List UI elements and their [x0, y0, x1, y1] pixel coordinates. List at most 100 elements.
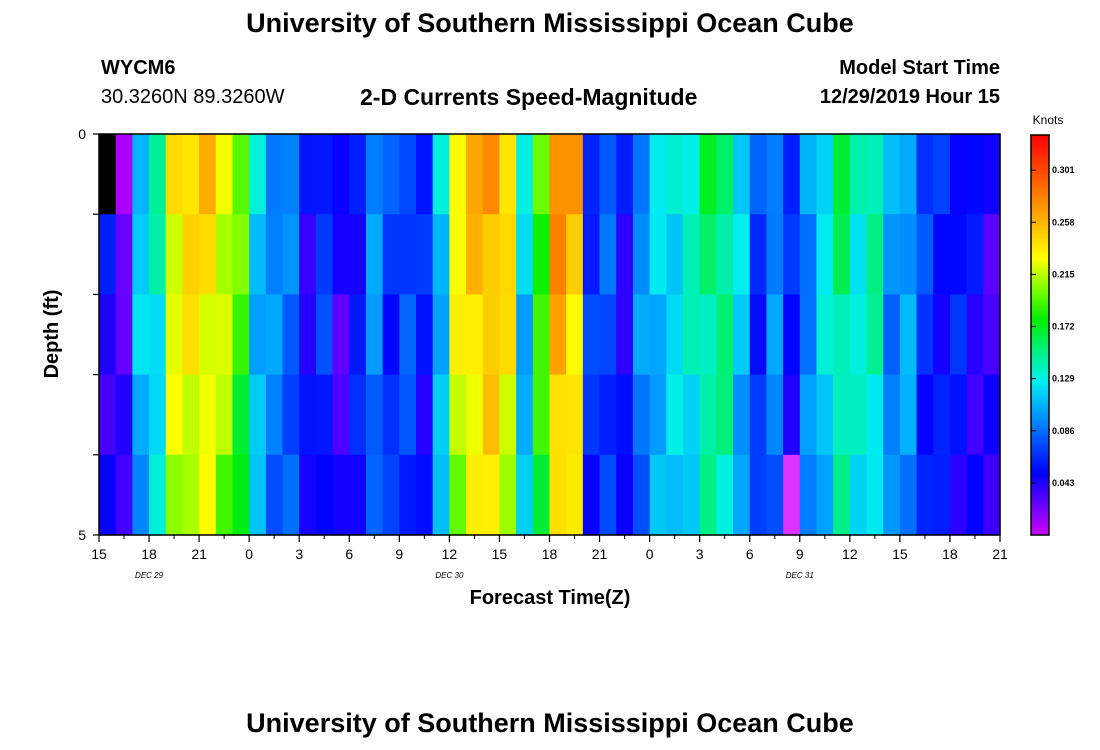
heatmap-cell	[149, 294, 167, 376]
heatmap-cell	[799, 134, 818, 215]
y-tick-label: 5	[78, 527, 86, 543]
heatmap-cell	[599, 374, 617, 456]
heatmap-cell	[666, 294, 684, 376]
heatmap-cell	[582, 134, 601, 215]
x-tick-label: 0	[245, 546, 253, 562]
heatmap-cell	[449, 374, 467, 456]
heatmap-cell	[899, 134, 918, 215]
heatmap-cell	[466, 134, 484, 215]
footer-title: University of Southern Mississippi Ocean…	[246, 708, 854, 738]
heatmap-cell	[399, 454, 417, 536]
heatmap-cell	[149, 374, 167, 456]
heatmap-cell	[349, 454, 367, 536]
heatmap-cell	[115, 214, 133, 295]
heatmap-cell	[416, 454, 434, 536]
heatmap-cell	[682, 374, 701, 456]
heatmap-cell	[599, 454, 617, 536]
heatmap-cell	[149, 134, 167, 215]
heatmap-cell	[749, 214, 768, 295]
heatmap-cell	[833, 214, 851, 295]
x-tick-label: 15	[492, 546, 508, 562]
heatmap-cell	[215, 374, 234, 456]
heatmap-cell	[783, 374, 801, 456]
heatmap-cell	[966, 454, 984, 536]
heatmap-cell	[966, 294, 984, 376]
heatmap-cell	[549, 294, 567, 376]
heatmap-cell	[516, 454, 534, 536]
heatmap-cell	[449, 214, 467, 295]
x-tick-label: 9	[796, 546, 804, 562]
heatmap-cell	[849, 294, 868, 376]
heatmap-cell	[699, 454, 717, 536]
heatmap-cell	[666, 454, 684, 536]
heatmap-cell	[916, 454, 934, 536]
heatmap-cell	[99, 134, 117, 215]
heatmap-cell	[833, 454, 851, 536]
heatmap-cell	[532, 134, 551, 215]
heatmap-cell	[249, 134, 267, 215]
heatmap-cell	[182, 454, 200, 536]
heatmap-cell	[99, 294, 117, 376]
heatmap-cell	[799, 374, 818, 456]
heatmap-cell	[149, 454, 167, 536]
y-tick-label: 0	[78, 126, 86, 142]
heatmap-cell	[265, 374, 284, 456]
heatmap-cell	[399, 134, 417, 215]
heatmap-cell	[466, 214, 484, 295]
heatmap-cell	[132, 294, 150, 376]
heatmap-cell	[883, 214, 901, 295]
heatmap-cell	[649, 294, 667, 376]
heatmap-cell	[99, 454, 117, 536]
heatmap-cell	[249, 454, 267, 536]
heatmap-cell	[716, 294, 734, 376]
heatmap-cell	[232, 454, 250, 536]
heatmap-cell	[799, 454, 818, 536]
colorbar-tick-label: 0.086	[1052, 426, 1075, 436]
heatmap-cell	[766, 134, 784, 215]
heatmap-cell	[682, 134, 701, 215]
heatmap-cell	[382, 134, 400, 215]
heatmap-cell	[432, 134, 450, 215]
heatmap-cell	[499, 134, 517, 215]
heatmap-cell	[299, 134, 317, 215]
heatmap-cell	[766, 454, 784, 536]
heatmap-cell	[432, 454, 450, 536]
heatmap-cell	[566, 134, 584, 215]
heatmap-cell	[265, 294, 284, 376]
colorbar-tick-label: 0.258	[1052, 217, 1075, 227]
heatmap-cell	[716, 134, 734, 215]
heatmap-cell	[532, 374, 551, 456]
heatmap-cell	[549, 374, 567, 456]
heatmap-cell	[365, 294, 384, 376]
heatmap-cell	[482, 134, 501, 215]
heatmap-cell	[632, 374, 651, 456]
heatmap-cell	[516, 214, 534, 295]
heatmap-cell	[532, 294, 551, 376]
heatmap-cell	[632, 134, 651, 215]
heatmap-cell	[749, 134, 768, 215]
heatmap-cell	[649, 134, 667, 215]
heatmap-cell	[933, 454, 951, 536]
heatmap-cell	[766, 294, 784, 376]
heatmap-cell	[899, 294, 918, 376]
x-tick-label: 3	[696, 546, 704, 562]
heatmap-cell	[983, 294, 1001, 376]
heatmap-cell	[866, 374, 884, 456]
heatmap-cell	[566, 214, 584, 295]
heatmap-cell	[783, 214, 801, 295]
heatmap-cell	[349, 374, 367, 456]
heatmap-cell	[199, 374, 217, 456]
heatmap-cell	[165, 134, 184, 215]
heatmap-cell	[482, 294, 501, 376]
heatmap-cell	[682, 454, 701, 536]
heatmap-cell	[616, 454, 634, 536]
colorbar-gradient	[1030, 134, 1050, 536]
heatmap-cell	[399, 214, 417, 295]
heatmap-cell	[282, 374, 300, 456]
heatmap-cell	[866, 214, 884, 295]
heatmap-cell	[783, 294, 801, 376]
heatmap-cell	[349, 214, 367, 295]
heatmap-cell	[432, 214, 450, 295]
heatmap-cell	[299, 294, 317, 376]
